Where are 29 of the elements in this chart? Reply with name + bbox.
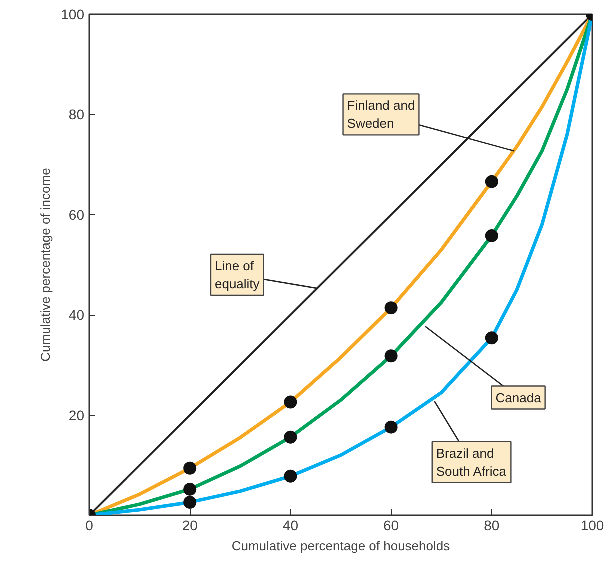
x-tick-label: 80 xyxy=(484,518,500,534)
point xyxy=(384,302,398,315)
y-tick-label: 100 xyxy=(61,6,85,22)
annotation: Finland and Sweden xyxy=(347,98,416,132)
point xyxy=(284,470,298,483)
x-tick-label: 60 xyxy=(384,518,400,534)
point xyxy=(284,430,298,444)
point xyxy=(184,462,197,475)
point xyxy=(184,496,197,509)
x-tick-label: 0 xyxy=(86,518,94,534)
annotation: Canada xyxy=(496,390,542,406)
y-tick-label: 80 xyxy=(68,106,85,123)
point xyxy=(284,396,298,409)
point xyxy=(384,350,398,363)
point xyxy=(485,229,498,242)
x-tick-label: 100 xyxy=(580,518,604,534)
point xyxy=(384,420,398,434)
point xyxy=(485,175,498,188)
x-tick-label: 40 xyxy=(282,518,299,534)
x-axis-title: Cumulative percentage of households xyxy=(232,538,451,554)
x-tick-label: 20 xyxy=(182,518,198,534)
point xyxy=(184,482,197,496)
point xyxy=(485,332,498,345)
y-tick-label: 20 xyxy=(68,407,85,424)
y-tick-label: 40 xyxy=(68,307,85,324)
y-axis-title: Cumulative percentage of income xyxy=(38,168,54,362)
annotation: Line of equality xyxy=(214,258,260,292)
annotation: Brazil and South Africa xyxy=(436,446,508,479)
y-tick-label: 60 xyxy=(68,206,85,223)
